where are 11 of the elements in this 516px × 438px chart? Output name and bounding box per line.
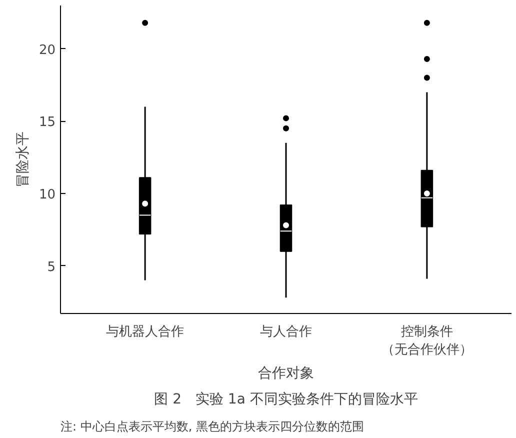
y-tick-label: 15 xyxy=(38,115,56,130)
x-axis-title: 合作对象 xyxy=(258,366,314,382)
y-tick-label: 20 xyxy=(38,42,56,58)
text: 图 2 实验 1a 不同实验条件下的冒险水平 xyxy=(154,392,418,408)
text: 注: 中心白点表示平均数, 黑色的方块表示四分位数的范围 xyxy=(60,420,364,434)
y-tick-label: 10 xyxy=(38,187,56,202)
x-tick-label: 与机器人合作 xyxy=(106,324,184,340)
x-tick-label: 与人合作 xyxy=(260,324,312,340)
y-axis-title: 冒险水平 xyxy=(14,132,31,188)
x-tick-label: 控制条件（无合作伙伴） xyxy=(381,324,472,358)
y-tick-label: 5 xyxy=(47,260,56,275)
